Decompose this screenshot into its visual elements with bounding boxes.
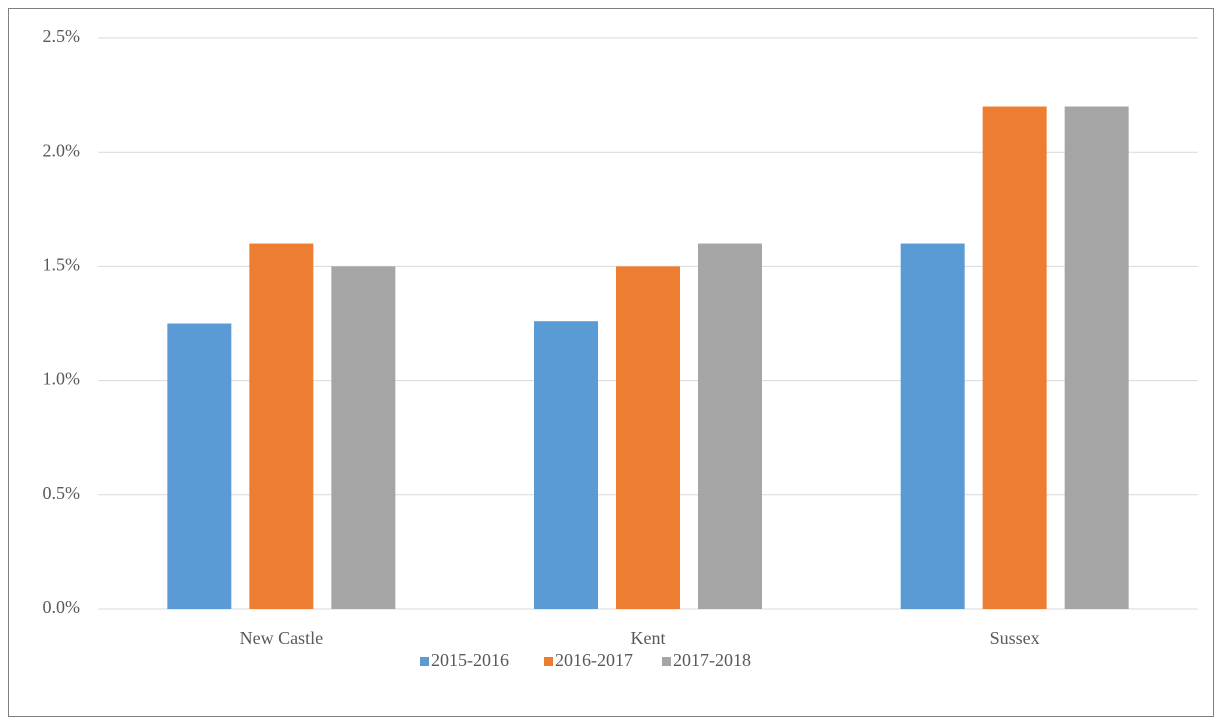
- y-tick-label: 2.0%: [43, 140, 81, 160]
- legend-label: 2016-2017: [555, 650, 633, 670]
- bar: [1064, 106, 1129, 610]
- legend-label: 2017-2018: [673, 650, 751, 670]
- bar: [167, 323, 232, 609]
- x-tick-label: Sussex: [990, 628, 1040, 648]
- y-tick-label: 0.5%: [43, 483, 81, 503]
- bar: [616, 266, 680, 609]
- bar: [534, 321, 598, 609]
- y-tick-label: 1.0%: [43, 369, 81, 389]
- bar: [982, 106, 1047, 610]
- bar: [249, 243, 314, 609]
- bar: [900, 243, 965, 609]
- y-tick-label: 0.0%: [43, 597, 81, 617]
- y-tick-label: 1.5%: [43, 255, 81, 275]
- legend-swatch: [544, 657, 553, 666]
- legend-label: 2015-2016: [431, 650, 509, 670]
- legend-swatch: [420, 657, 429, 666]
- x-tick-label: Kent: [631, 628, 666, 648]
- x-tick-label: New Castle: [240, 628, 323, 648]
- legend-swatch: [662, 657, 671, 666]
- bar: [698, 243, 762, 609]
- bar: [331, 266, 396, 609]
- y-tick-label: 2.5%: [43, 26, 81, 46]
